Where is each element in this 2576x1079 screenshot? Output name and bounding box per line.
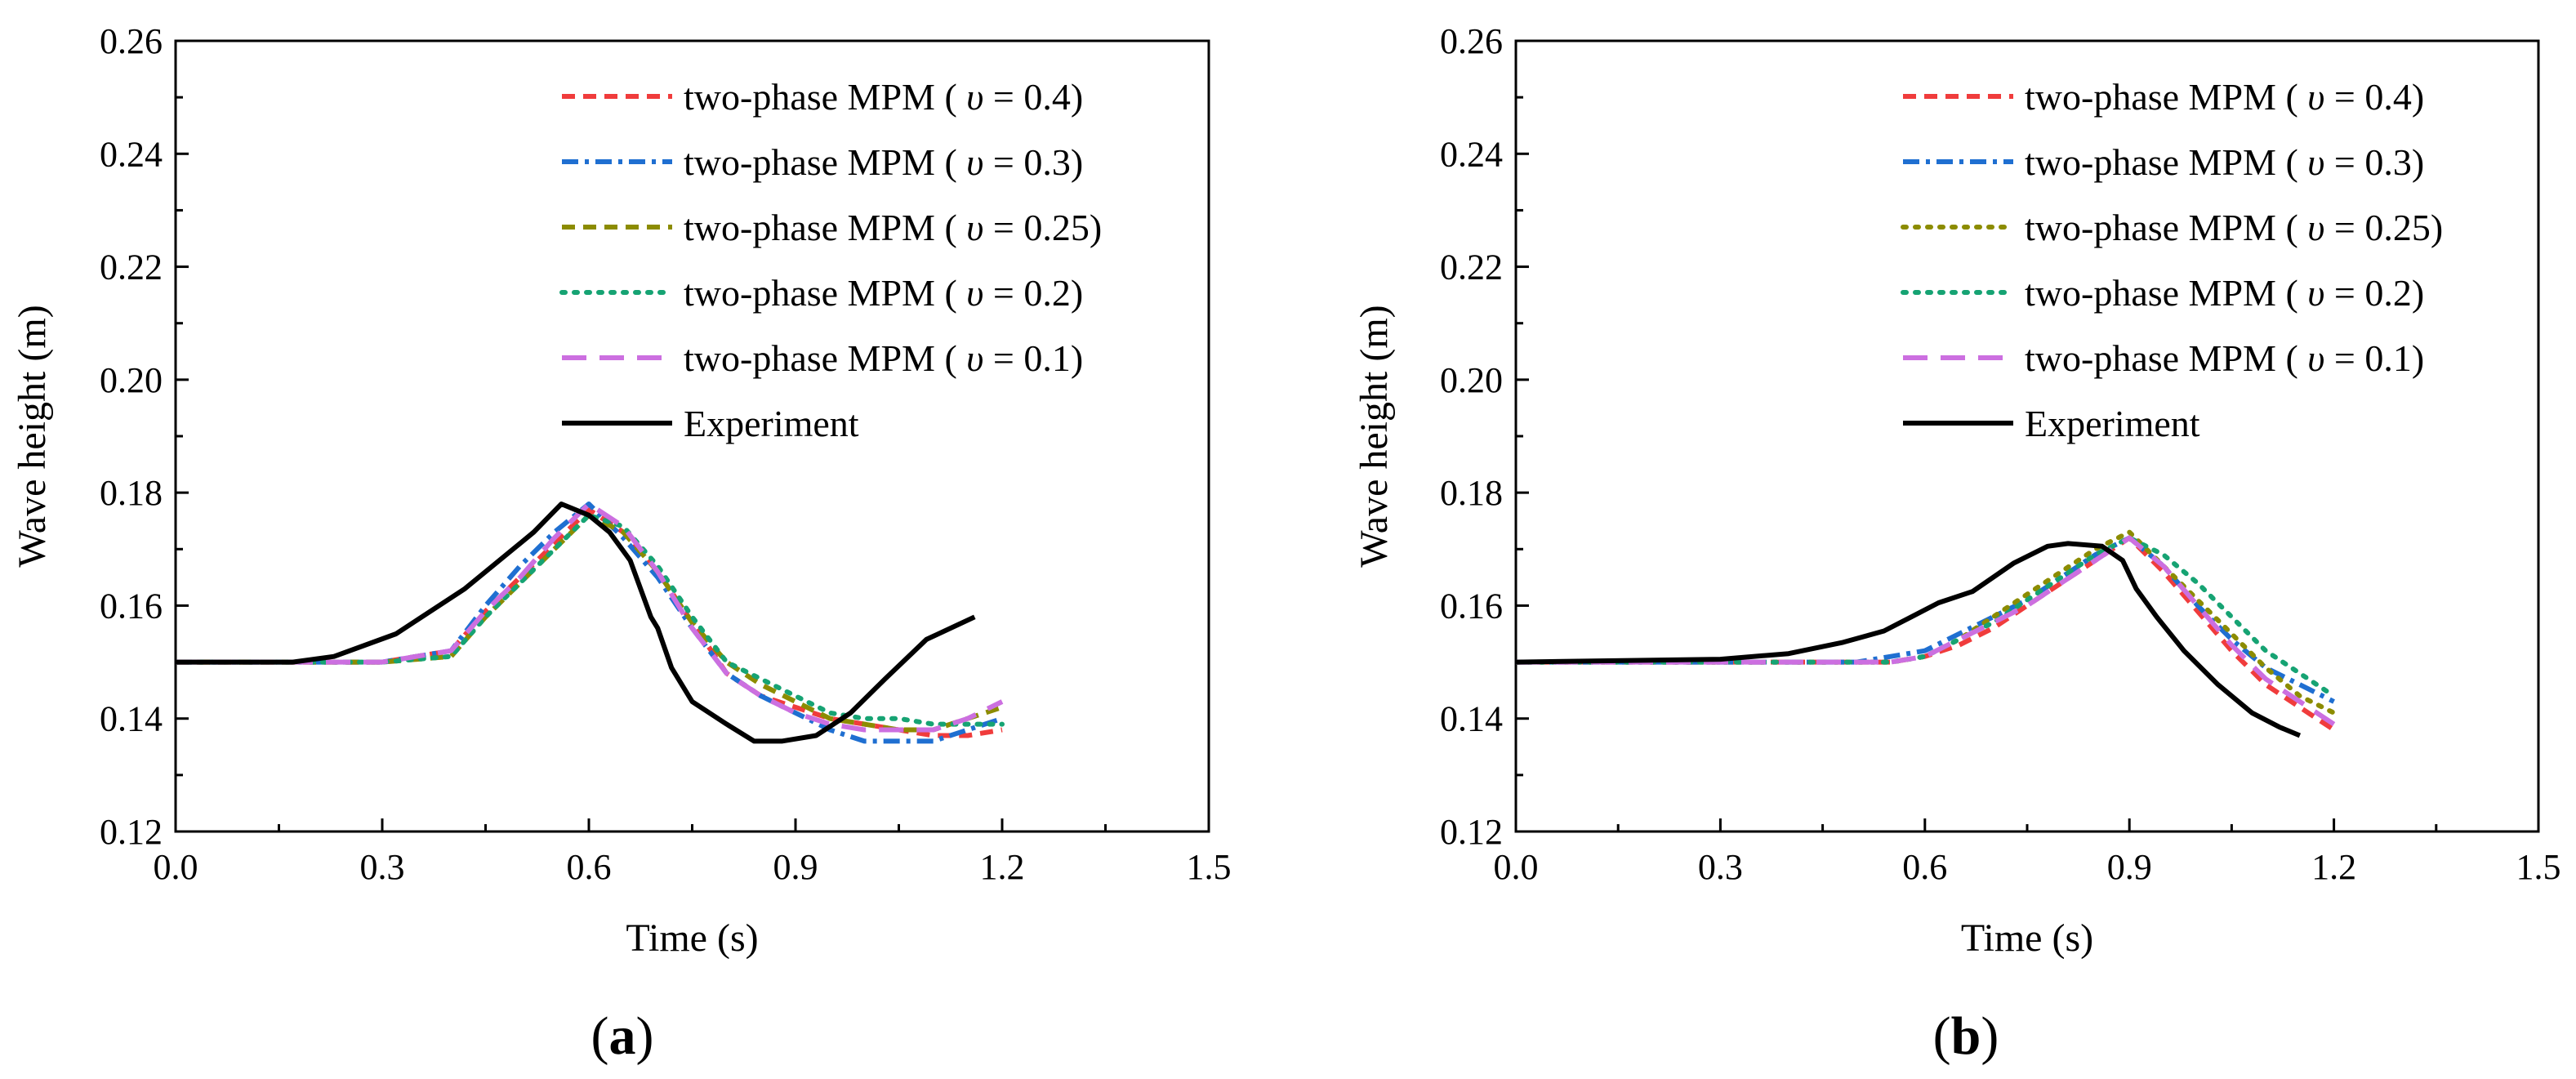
series-line-nu-01	[176, 502, 1004, 733]
legend-label: two-phase MPM ( υ = 0.1)	[2025, 337, 2424, 379]
series-line-nu-025	[1516, 529, 2337, 716]
series-line-experiment	[1516, 541, 2302, 738]
legend-label: two-phase MPM ( υ = 0.2)	[684, 272, 1083, 314]
x-tick-label: 1.5	[2516, 847, 2561, 887]
series-line-nu-04	[1516, 535, 2336, 733]
legend-item: two-phase MPM ( υ = 0.2)	[559, 272, 1083, 314]
series-group	[176, 502, 1005, 744]
x-tick-label: 0.0	[1494, 847, 1539, 887]
y-tick-label: 0.18	[100, 473, 163, 513]
legend-item: two-phase MPM ( υ = 0.1)	[1903, 337, 2424, 379]
x-tick-label: 1.2	[2311, 847, 2356, 887]
legend-label: two-phase MPM ( υ = 0.4)	[684, 76, 1083, 118]
legend: two-phase MPM ( υ = 0.4) two-phase MPM ( …	[559, 76, 1102, 444]
series-line-experiment	[176, 502, 976, 744]
chart-panel-b: 0.0 0.3 0.6 0.9 1.2 1.5 0.12 0.14 0.16 0.18 0.20 0.…	[1353, 21, 2561, 1066]
legend-item: Experiment	[562, 403, 859, 444]
series-group	[1516, 529, 2337, 738]
x-axis-title: Time (s)	[626, 916, 758, 960]
y-tick-label: 0.14	[100, 699, 163, 739]
x-tick-label: 0.6	[567, 847, 612, 887]
legend-item: two-phase MPM ( υ = 0.25)	[1901, 207, 2443, 248]
y-tick-label: 0.26	[1440, 21, 1503, 61]
legend-item: Experiment	[1903, 403, 2200, 444]
panel-label: (a)	[591, 1006, 654, 1066]
legend-item: two-phase MPM ( υ = 0.25)	[562, 207, 1102, 248]
y-tick-label: 0.20	[100, 360, 163, 400]
x-tick-label: 0.9	[773, 847, 818, 887]
legend-label: two-phase MPM ( υ = 0.2)	[2025, 272, 2424, 314]
y-axis-title: Wave height (m)	[11, 305, 54, 567]
series-line-nu-025	[176, 512, 1003, 733]
y-tick-label: 0.18	[1440, 473, 1503, 513]
y-tick-label: 0.24	[100, 134, 163, 174]
legend-label: two-phase MPM ( υ = 0.3)	[2025, 141, 2424, 183]
x-tick-label: 1.5	[1187, 847, 1232, 887]
x-axis-title: Time (s)	[1961, 916, 2093, 960]
legend-label: Experiment	[2025, 403, 2200, 444]
legend-label: two-phase MPM ( υ = 0.3)	[684, 141, 1083, 183]
y-tick-label: 0.14	[1440, 699, 1503, 739]
x-tick-label: 0.0	[154, 847, 198, 887]
legend-label: two-phase MPM ( υ = 0.25)	[2025, 207, 2443, 248]
y-axis-title: Wave height (m)	[1353, 305, 1396, 567]
panel-label: (b)	[1933, 1006, 1999, 1066]
x-tick-label: 0.3	[1698, 847, 1743, 887]
y-tick-label: 0.12	[100, 812, 163, 852]
legend-item: two-phase MPM ( υ = 0.4)	[1903, 76, 2424, 118]
y-tick-label: 0.20	[1440, 360, 1503, 400]
legend: two-phase MPM ( υ = 0.4) two-phase MPM ( …	[1901, 76, 2443, 444]
series-line-nu-03	[176, 502, 1003, 744]
series-line-nu-02	[1516, 535, 2337, 699]
y-tick-label: 0.22	[1440, 247, 1503, 288]
y-tick-label: 0.16	[100, 586, 163, 626]
legend-item: two-phase MPM ( υ = 0.2)	[1901, 272, 2424, 314]
legend-item: two-phase MPM ( υ = 0.1)	[562, 337, 1083, 379]
chart-panel-a: 0.0 0.3 0.6 0.9 1.2 1.5 0.12 0.14 0.16 0.18 0.20 0.…	[11, 21, 1232, 1066]
legend-label: two-phase MPM ( υ = 0.4)	[2025, 76, 2424, 118]
legend-label: two-phase MPM ( υ = 0.1)	[684, 337, 1083, 379]
y-tick-label: 0.16	[1440, 586, 1503, 626]
series-line-nu-04	[176, 506, 1003, 738]
legend-label: two-phase MPM ( υ = 0.25)	[684, 207, 1102, 248]
x-tick-label: 0.3	[360, 847, 405, 887]
x-tick-label: 0.6	[1902, 847, 1947, 887]
series-line-nu-01	[1516, 535, 2336, 727]
legend-item: two-phase MPM ( υ = 0.3)	[1903, 141, 2424, 183]
y-tick-label: 0.12	[1440, 812, 1503, 852]
legend-item: two-phase MPM ( υ = 0.3)	[562, 141, 1083, 183]
y-tick-label: 0.26	[100, 21, 163, 61]
x-tick-label: 0.9	[2107, 847, 2152, 887]
y-tick-label: 0.22	[100, 247, 163, 288]
legend-item: two-phase MPM ( υ = 0.4)	[562, 76, 1083, 118]
x-tick-label: 1.2	[980, 847, 1025, 887]
legend-label: Experiment	[684, 403, 859, 444]
series-line-nu-02	[176, 512, 1005, 727]
y-tick-label: 0.24	[1440, 134, 1503, 174]
